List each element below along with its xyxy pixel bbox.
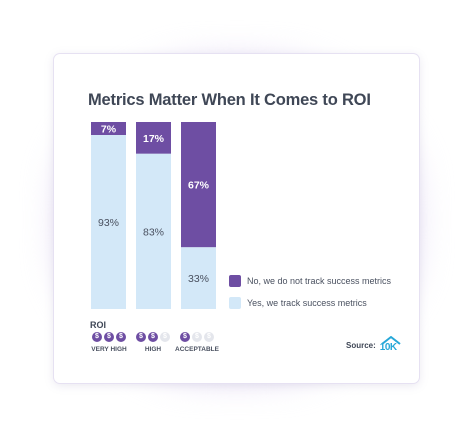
coin-row: $ $ $ bbox=[86, 332, 132, 342]
house-icon bbox=[381, 336, 401, 345]
roi-group-high: $ $ $ HIGH bbox=[131, 332, 175, 353]
roi-name-high: HIGH bbox=[144, 346, 162, 353]
legend: No, we do not track success metrics Yes,… bbox=[229, 274, 391, 318]
roi-group-very-high: $ $ $ VERY HIGH bbox=[86, 332, 132, 353]
chart-card: Metrics Matter When It Comes to ROI 7% 93… bbox=[54, 54, 419, 383]
coin-row: $ $ $ bbox=[131, 332, 175, 342]
legend-swatch-tracked bbox=[229, 297, 241, 309]
data-label-not-tracked-high: 17% bbox=[143, 133, 165, 145]
source-label: Source: bbox=[346, 340, 376, 350]
dollar-coin-icon: $ bbox=[204, 332, 214, 342]
roi-group-acceptable: $ $ $ ACCEPTABLE bbox=[172, 332, 222, 353]
legend-label-tracked: Yes, we track success metrics bbox=[247, 298, 367, 308]
bar-tracked-acceptable bbox=[181, 247, 216, 309]
dollar-coin-icon: $ bbox=[116, 332, 126, 342]
bar-not-tracked-acceptable bbox=[181, 122, 216, 248]
bar-not-tracked-very-high bbox=[91, 122, 126, 136]
data-label-tracked-very-high: 93% bbox=[98, 217, 119, 229]
dollar-coin-icon: $ bbox=[92, 332, 102, 342]
data-label-tracked-acceptable: 33% bbox=[188, 273, 209, 285]
dollar-coin-icon: $ bbox=[104, 332, 114, 342]
data-label-not-tracked-acceptable: 67% bbox=[188, 180, 210, 192]
bar-not-tracked-high bbox=[136, 122, 171, 154]
dollar-coin-icon: $ bbox=[192, 332, 202, 342]
chart-title: Metrics Matter When It Comes to ROI bbox=[88, 91, 371, 109]
data-label-tracked-high: 83% bbox=[143, 226, 164, 238]
dollar-coin-icon: $ bbox=[136, 332, 146, 342]
bar-tracked-very-high bbox=[91, 135, 126, 309]
data-label-not-tracked-very-high: 7% bbox=[101, 124, 117, 136]
legend-swatch-not-tracked bbox=[229, 275, 241, 287]
roi-label: ROI bbox=[90, 320, 107, 330]
roi-name-acceptable: ACCEPTABLE bbox=[175, 346, 219, 353]
legend-item-not-tracked: No, we do not track success metrics bbox=[229, 274, 391, 288]
legend-label-not-tracked: No, we do not track success metrics bbox=[247, 276, 392, 286]
bar-tracked-high bbox=[136, 153, 171, 309]
dollar-coin-icon: $ bbox=[180, 332, 190, 342]
legend-item-tracked: Yes, we track success metrics bbox=[229, 296, 391, 310]
roi-name-very-high: VERY HIGH bbox=[91, 346, 127, 353]
source: Source: 10K bbox=[346, 336, 403, 354]
coin-row: $ $ $ bbox=[172, 332, 222, 342]
dollar-coin-icon: $ bbox=[148, 332, 158, 342]
source-logo: 10K bbox=[379, 336, 403, 354]
source-logo-text: 10K bbox=[379, 342, 397, 353]
dollar-coin-icon: $ bbox=[160, 332, 170, 342]
stacked-bar-chart: 7% 93% 17% 83% 67% 33% bbox=[91, 122, 216, 309]
